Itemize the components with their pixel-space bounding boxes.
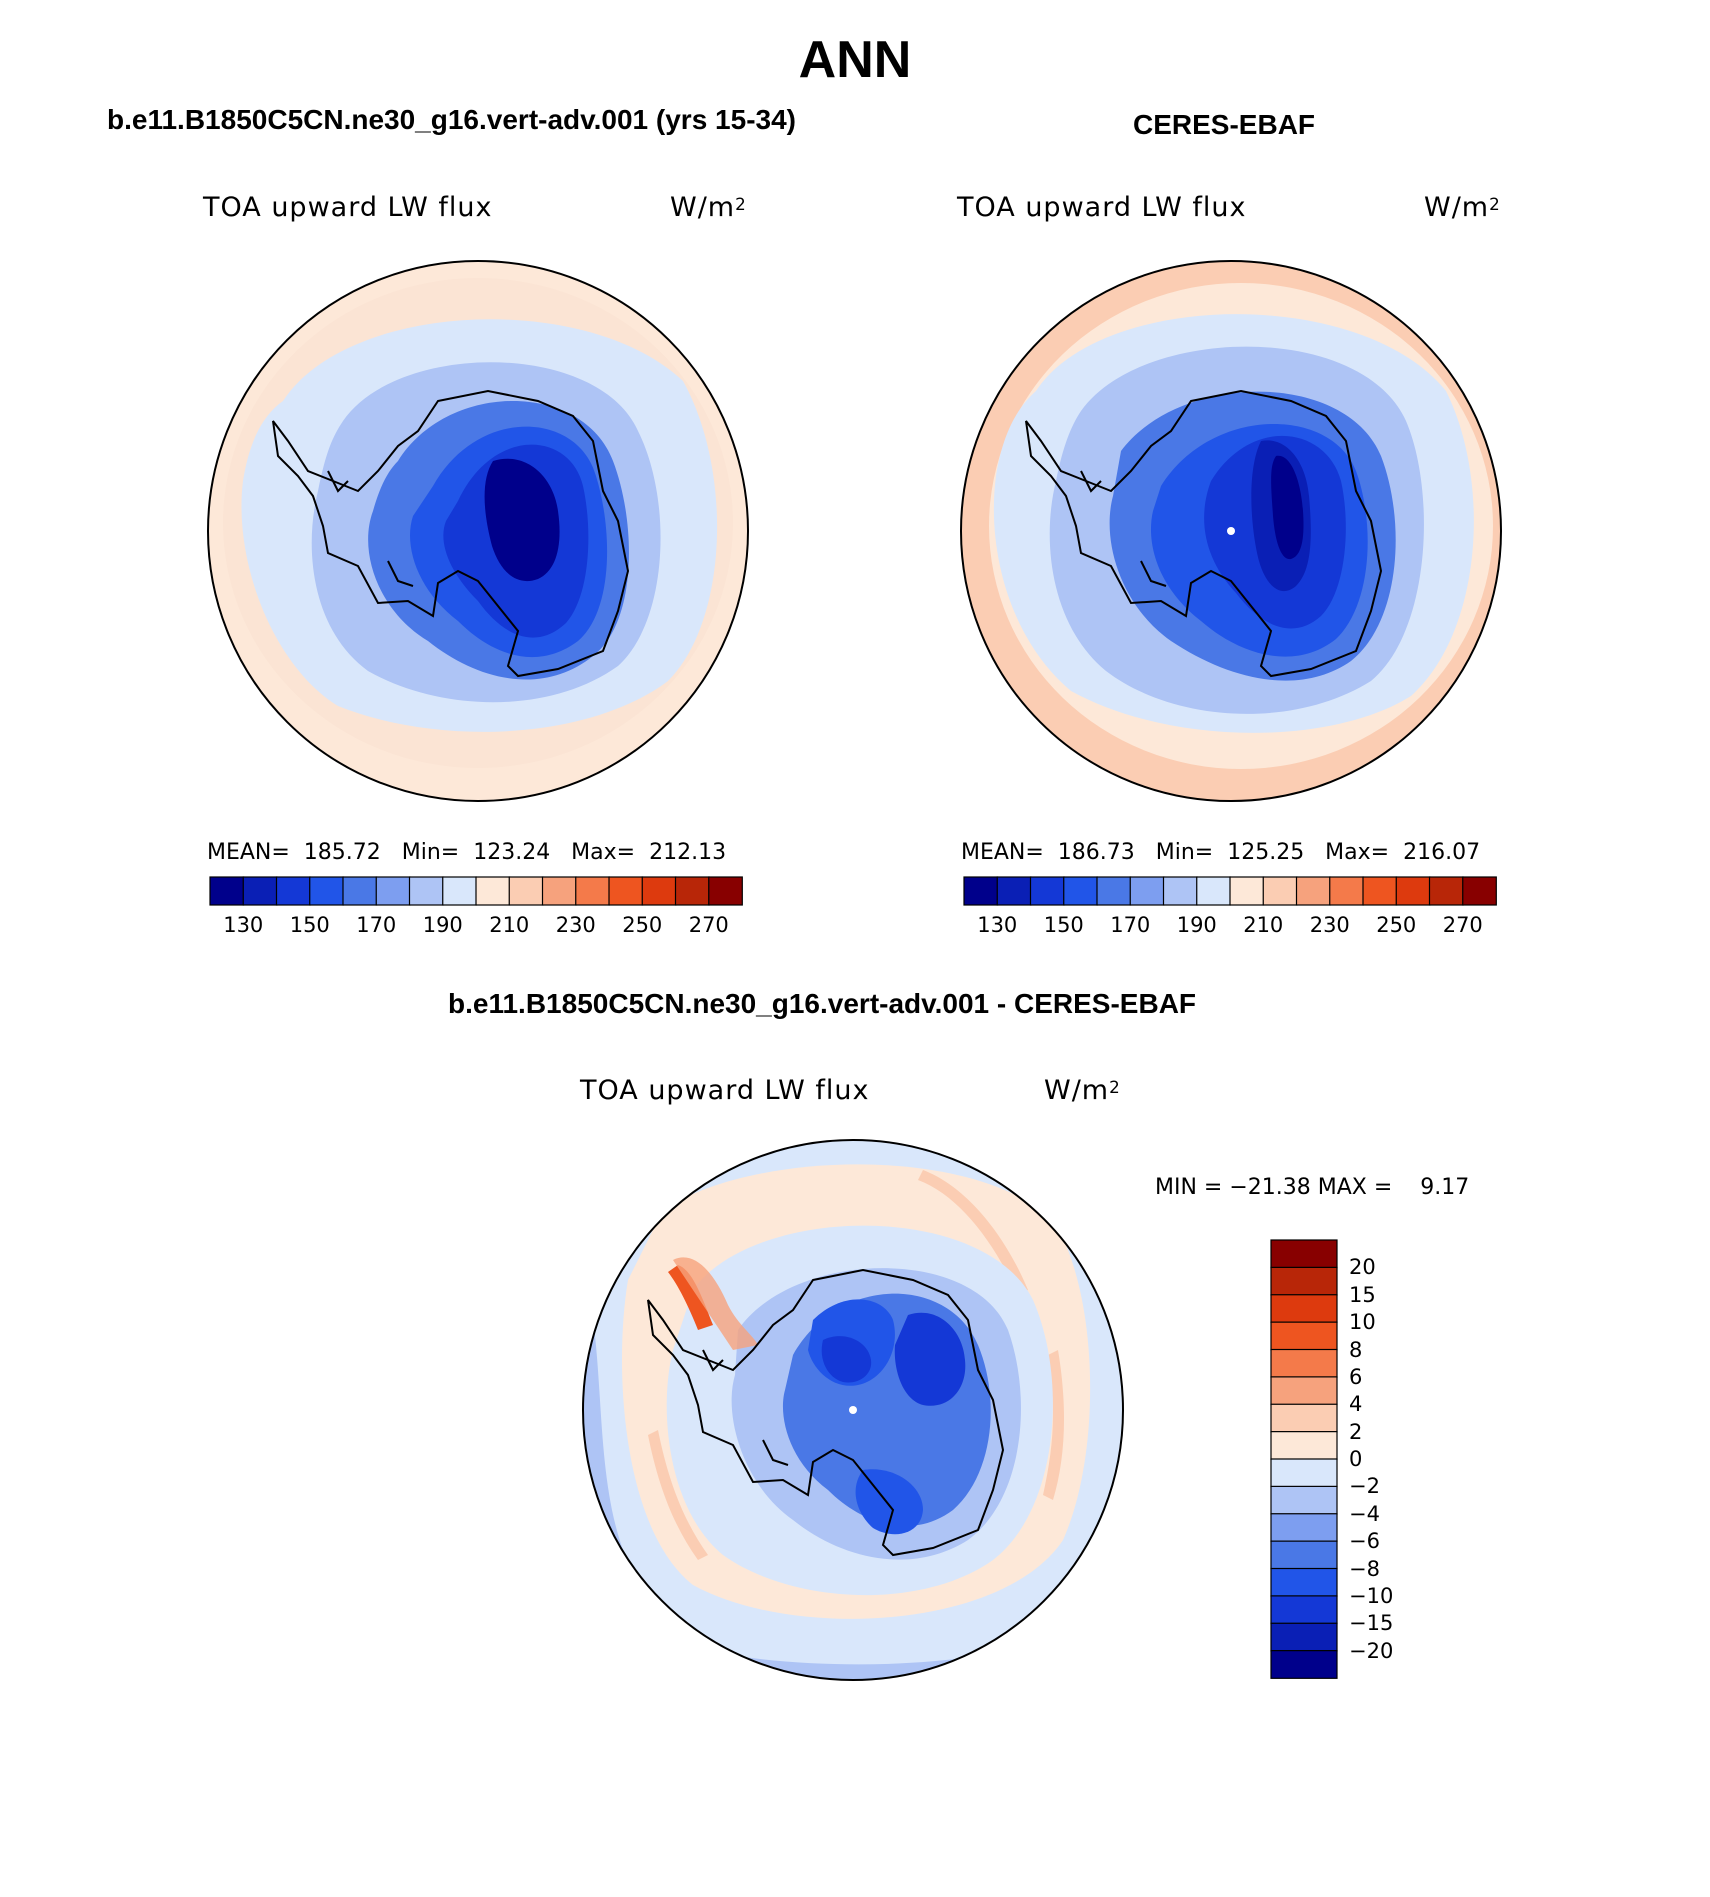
colorbar-box [1270,1650,1338,1679]
colorbar-tick-label: 150 [1043,913,1084,937]
colorbar-box [1329,876,1364,906]
colorbar-tick-label: −8 [1349,1556,1380,1581]
colorbar-box [1270,1595,1338,1625]
colorbar-tick-label: 170 [1110,913,1151,937]
panel-1-title: b.e11.B1850C5CN.ne30_g16.vert-adv.001 (y… [107,104,796,135]
colorbar-box [575,876,610,906]
colorbar-box [1270,1321,1338,1351]
panel-1-colorbar [209,876,743,906]
colorbar-tick-label: 15 [1349,1282,1376,1307]
colorbar-box [674,876,710,906]
colorbar-box [608,876,644,906]
colorbar-tick-label: −6 [1349,1529,1380,1554]
colorbar-box [541,876,577,906]
panel-2-variable-label: TOA upward LW flux [957,192,1247,223]
colorbar-box [1270,1485,1338,1515]
colorbar-box [275,876,311,906]
colorbar-box [996,876,1032,906]
colorbar-tick-label: 2 [1349,1419,1363,1444]
colorbar-tick-label: −10 [1349,1583,1394,1608]
colorbar-tick-label: 150 [289,913,330,937]
panel-3-title: b.e11.B1850C5CN.ne30_g16.vert-adv.001 - … [448,988,1197,1019]
colorbar-box [963,876,999,906]
panel-1-stats: MEAN= 185.72 Min= 123.24 Max= 212.13 [207,840,727,865]
colorbar-box [1270,1403,1338,1433]
colorbar-tick-label: 6 [1349,1364,1363,1389]
colorbar-tick-label: 0 [1349,1447,1363,1471]
colorbar-box [1029,876,1065,906]
panel-2-stats: MEAN= 186.73 Min= 125.25 Max= 216.07 [961,840,1481,865]
colorbar-tick-label: −4 [1349,1501,1380,1526]
colorbar-box [342,876,378,906]
colorbar-tick-label: −2 [1349,1474,1380,1499]
colorbar-tick-label: 250 [622,913,663,937]
panel-1-map [207,260,749,802]
colorbar-tick-label: 230 [1309,913,1350,937]
colorbar-box [1196,876,1231,906]
colorbar-box [1462,876,1497,906]
colorbar-box [209,876,245,906]
colorbar-box [1270,1513,1338,1543]
colorbar-box [1229,876,1265,906]
colorbar-box [475,876,511,906]
panel-2-map [960,260,1502,802]
colorbar-box [442,876,477,906]
colorbar-box [1162,876,1198,906]
colorbar-box [309,876,344,906]
colorbar-tick-label: −15 [1349,1611,1394,1636]
colorbar-box [1270,1376,1338,1406]
colorbar-box [1270,1294,1338,1324]
colorbar-tick-label: 250 [1376,913,1417,937]
colorbar-box [1129,876,1165,906]
colorbar-tick-label: −20 [1349,1638,1394,1663]
panel-3-colorbar [1270,1239,1338,1679]
colorbar-box [1096,876,1132,906]
colorbar-box [1428,876,1464,906]
colorbar-box [1270,1622,1338,1652]
colorbar-box [508,876,544,906]
colorbar-box [1270,1239,1338,1269]
colorbar-box [641,876,677,906]
colorbar-tick-label: 8 [1349,1337,1363,1362]
colorbar-tick-label: 10 [1349,1310,1376,1335]
colorbar-tick-label: 4 [1349,1392,1363,1417]
colorbar-tick-label: 190 [422,913,463,937]
panel-2-title: CERES-EBAF [1133,109,1316,140]
colorbar-box [708,876,743,906]
colorbar-box [1270,1431,1338,1460]
figure-title: ANN [798,31,912,89]
panel-2-units-label: W/m2 [1424,192,1501,223]
colorbar-box [1270,1567,1338,1597]
colorbar-box [242,876,278,906]
colorbar-box [375,876,411,906]
panel-1-variable-label: TOA upward LW flux [203,192,493,223]
colorbar-tick-label: 170 [356,913,397,937]
colorbar-tick-label: 270 [1442,913,1483,937]
colorbar-box [1270,1348,1338,1378]
colorbar-box [1395,876,1431,906]
colorbar-tick-label: 130 [977,913,1018,937]
colorbar-box [1295,876,1331,906]
colorbar-tick-label: 130 [223,913,264,937]
colorbar-tick-label: 210 [489,913,530,937]
colorbar-box [1270,1458,1338,1488]
colorbar-box [1362,876,1398,906]
colorbar-tick-label: 20 [1349,1255,1376,1280]
colorbar-box [1063,876,1098,906]
colorbar-tick-label: 210 [1243,913,1284,937]
colorbar-box [1262,876,1298,906]
panel-3-units-label: W/m2 [1044,1075,1121,1106]
panel-2-colorbar [963,876,1497,906]
colorbar-box [1270,1266,1338,1296]
panel-3-stats: MIN = −21.38 MAX = 9.17 [1155,1175,1470,1200]
colorbar-box [1270,1540,1338,1570]
panel-3-map [582,1139,1124,1681]
colorbar-box [408,876,444,906]
colorbar-tick-label: 190 [1176,913,1217,937]
panel-3-variable-label: TOA upward LW flux [580,1075,870,1106]
colorbar-tick-label: 270 [688,913,729,937]
panel-1-units-label: W/m2 [670,192,747,223]
colorbar-tick-label: 230 [555,913,596,937]
